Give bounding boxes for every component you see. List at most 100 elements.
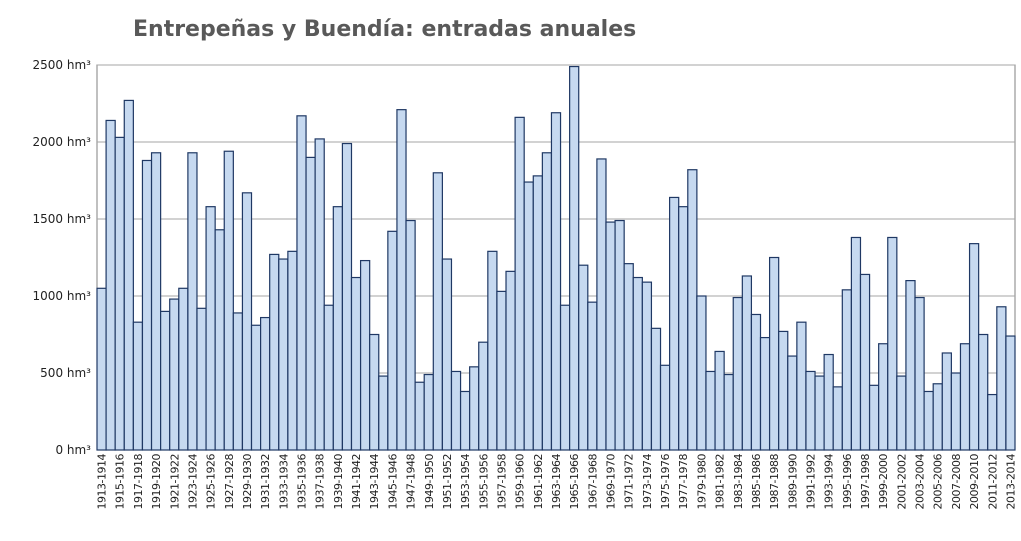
bar <box>350 276 362 451</box>
x-tick-label: 1989-1990 <box>786 454 799 510</box>
x-tick-label: 1985-1986 <box>750 454 763 510</box>
bar <box>305 156 316 451</box>
x-tick-label: 1997-1998 <box>859 454 872 510</box>
bar <box>832 386 843 451</box>
x-tick-label: 1917-1918 <box>132 454 145 510</box>
bar <box>278 258 289 451</box>
y-tick-label: 1000 hm³ <box>33 289 92 303</box>
bar <box>987 393 998 451</box>
chart-title: Entrepeñas y Buendía: entradas anuales <box>133 17 636 42</box>
x-tick-label: 1977-1978 <box>677 454 690 510</box>
bar <box>968 243 980 451</box>
x-tick-label: 1999-2000 <box>877 454 890 510</box>
y-tick-label: 2000 hm³ <box>33 135 92 149</box>
bar <box>332 206 344 451</box>
bar <box>223 150 234 451</box>
bar <box>523 181 534 451</box>
x-tick-label: 1967-1968 <box>586 454 599 510</box>
bar <box>459 390 471 451</box>
bar <box>323 304 334 451</box>
bar <box>105 119 116 451</box>
x-tick-label: 1943-1944 <box>368 454 381 510</box>
bar <box>150 152 162 451</box>
x-tick-label: 1935-1936 <box>296 454 309 510</box>
bar <box>996 306 1007 451</box>
bar <box>723 373 734 451</box>
x-tick-label: 1953-1954 <box>459 454 472 510</box>
bar <box>596 158 607 451</box>
x-tick-label: 1921-1922 <box>168 454 181 509</box>
x-tick-label: 1913-1914 <box>96 454 109 510</box>
bar <box>741 275 753 451</box>
bar <box>896 375 907 451</box>
bar <box>541 152 553 451</box>
x-tick-label: 1929-1930 <box>241 454 254 510</box>
bar <box>705 370 716 451</box>
x-tick-label: 1931-1932 <box>259 454 272 509</box>
bar <box>205 206 216 451</box>
bar <box>659 364 671 451</box>
x-tick-label: 1947-1948 <box>405 454 418 510</box>
bar <box>768 256 780 451</box>
x-tick-label: 1979-1980 <box>695 454 708 510</box>
bar <box>814 375 825 451</box>
bar <box>369 333 380 451</box>
x-tick-label: 1975-1976 <box>659 454 672 510</box>
bar <box>1005 335 1016 451</box>
x-tick-label: 1963-1964 <box>550 454 563 510</box>
bar <box>696 295 707 451</box>
bar <box>650 327 662 451</box>
bar <box>587 301 598 451</box>
x-tick-label: 1981-1982 <box>714 454 727 509</box>
x-tick-label: 1955-1956 <box>477 454 490 510</box>
x-tick-label: 1937-1938 <box>314 454 327 510</box>
x-tick-label: 1965-1966 <box>568 454 581 510</box>
x-tick-label: 1961-1962 <box>532 454 545 509</box>
x-tick-label: 1983-1984 <box>732 454 745 510</box>
bar <box>314 138 325 451</box>
bar <box>450 370 462 451</box>
bar <box>478 341 489 451</box>
x-tick-label: 2011-2012 <box>986 454 999 509</box>
bar <box>905 280 916 451</box>
bar <box>941 352 952 451</box>
bar <box>569 65 580 451</box>
bar <box>514 116 525 451</box>
bar <box>396 109 407 451</box>
x-tick-label: 2005-2006 <box>932 454 945 510</box>
x-tick-label: 1969-1970 <box>605 454 618 510</box>
bar <box>287 250 298 451</box>
bar <box>359 259 371 451</box>
bar <box>778 330 789 451</box>
bar <box>868 384 880 451</box>
bar <box>959 343 971 451</box>
bar <box>187 152 198 451</box>
x-tick-label: 1927-1928 <box>223 454 236 510</box>
bar <box>423 373 434 451</box>
bar <box>978 333 989 451</box>
bar <box>687 169 698 451</box>
y-tick-label: 1500 hm³ <box>33 212 92 226</box>
x-tick-label: 2001-2002 <box>895 454 908 509</box>
bar <box>678 206 689 451</box>
bar <box>632 276 643 451</box>
bar <box>614 219 625 451</box>
bar <box>114 136 125 451</box>
bar <box>432 172 443 451</box>
bar <box>759 336 771 451</box>
bar <box>750 313 762 451</box>
bar <box>878 343 889 451</box>
x-tick-label: 2013-2014 <box>1004 454 1017 510</box>
bar <box>841 289 852 451</box>
bar <box>378 375 389 451</box>
bar <box>914 296 925 451</box>
x-tick-label: 1959-1960 <box>514 454 527 510</box>
y-tick-label: 2500 hm³ <box>33 58 92 72</box>
bar <box>241 192 253 451</box>
bar <box>132 321 144 451</box>
bar <box>532 175 543 451</box>
x-tick-label: 1971-1972 <box>623 454 636 509</box>
y-tick-label: 500 hm³ <box>40 366 91 380</box>
bar <box>950 372 962 451</box>
bar <box>805 370 816 451</box>
